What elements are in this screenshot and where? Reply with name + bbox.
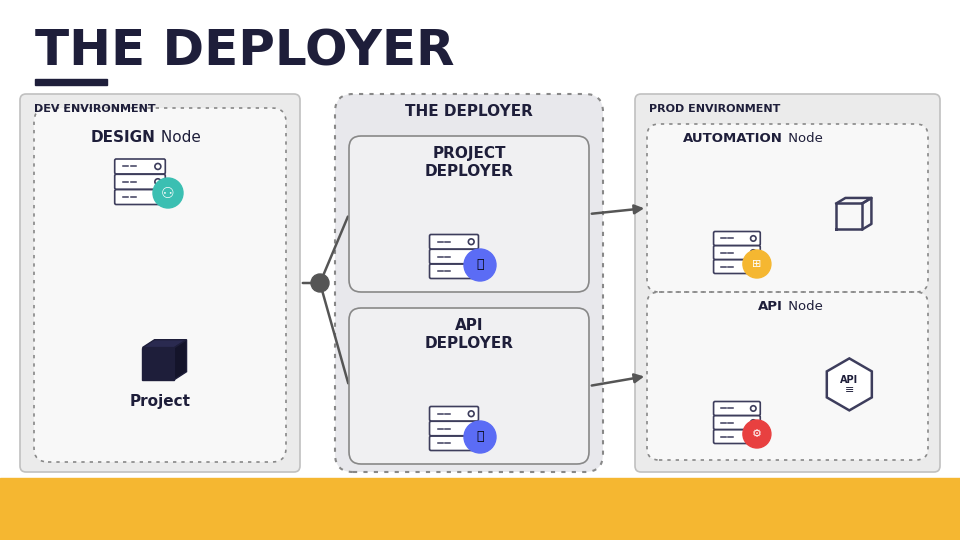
Text: 🚀: 🚀 xyxy=(476,430,484,443)
Circle shape xyxy=(468,254,474,259)
Circle shape xyxy=(468,268,474,274)
Polygon shape xyxy=(827,359,872,410)
Text: DEV ENVIRONMENT: DEV ENVIRONMENT xyxy=(34,104,156,114)
Text: DEPLOYER: DEPLOYER xyxy=(424,336,514,351)
Circle shape xyxy=(311,274,329,292)
Text: THE DEPLOYER: THE DEPLOYER xyxy=(35,28,454,76)
Text: AUTOMATION: AUTOMATION xyxy=(683,132,782,145)
FancyBboxPatch shape xyxy=(349,136,589,292)
Text: ⊞: ⊞ xyxy=(753,259,761,269)
FancyBboxPatch shape xyxy=(429,249,478,264)
Circle shape xyxy=(464,421,496,453)
Text: Node: Node xyxy=(156,130,201,145)
Text: API: API xyxy=(840,375,858,386)
Polygon shape xyxy=(142,340,186,348)
FancyBboxPatch shape xyxy=(20,94,300,472)
FancyBboxPatch shape xyxy=(349,308,589,464)
FancyBboxPatch shape xyxy=(647,124,928,292)
Polygon shape xyxy=(142,348,175,380)
FancyBboxPatch shape xyxy=(429,436,478,450)
FancyBboxPatch shape xyxy=(114,190,165,205)
Circle shape xyxy=(751,406,756,411)
Text: API: API xyxy=(455,318,483,333)
Text: Project: Project xyxy=(130,394,190,409)
Circle shape xyxy=(468,426,474,431)
FancyBboxPatch shape xyxy=(34,108,286,462)
Circle shape xyxy=(743,250,771,278)
Circle shape xyxy=(743,420,771,448)
Circle shape xyxy=(155,194,161,200)
Circle shape xyxy=(153,178,183,208)
Circle shape xyxy=(155,179,161,185)
FancyBboxPatch shape xyxy=(114,174,165,189)
Circle shape xyxy=(751,264,756,269)
FancyBboxPatch shape xyxy=(335,94,603,472)
FancyBboxPatch shape xyxy=(713,260,760,273)
Text: DEPLOYER: DEPLOYER xyxy=(424,164,514,179)
FancyBboxPatch shape xyxy=(713,416,760,429)
Text: API: API xyxy=(757,300,782,313)
FancyBboxPatch shape xyxy=(635,94,940,472)
FancyBboxPatch shape xyxy=(647,292,928,460)
Text: ⚙: ⚙ xyxy=(752,429,762,439)
Circle shape xyxy=(468,411,474,417)
Bar xyxy=(35,79,107,85)
Text: ⚇: ⚇ xyxy=(161,186,175,200)
Circle shape xyxy=(751,420,756,425)
FancyBboxPatch shape xyxy=(429,421,478,436)
Circle shape xyxy=(751,434,756,439)
FancyBboxPatch shape xyxy=(713,232,760,245)
Bar xyxy=(0,478,960,540)
Text: DESIGN: DESIGN xyxy=(90,130,155,145)
Text: Node: Node xyxy=(783,300,823,313)
Text: THE DEPLOYER: THE DEPLOYER xyxy=(405,104,533,119)
Text: 🚀: 🚀 xyxy=(476,259,484,272)
FancyBboxPatch shape xyxy=(114,159,165,174)
FancyBboxPatch shape xyxy=(429,264,478,279)
FancyBboxPatch shape xyxy=(429,234,478,249)
Circle shape xyxy=(468,441,474,446)
Polygon shape xyxy=(175,340,186,380)
FancyBboxPatch shape xyxy=(429,407,478,421)
FancyBboxPatch shape xyxy=(713,246,760,259)
Circle shape xyxy=(751,236,756,241)
Text: Node: Node xyxy=(783,132,823,145)
FancyBboxPatch shape xyxy=(713,402,760,415)
Circle shape xyxy=(468,239,474,245)
Text: ≡: ≡ xyxy=(845,386,854,395)
Circle shape xyxy=(155,164,161,170)
Text: PROJECT: PROJECT xyxy=(432,146,506,161)
Circle shape xyxy=(751,250,756,255)
Circle shape xyxy=(464,249,496,281)
Text: PROD ENVIRONMENT: PROD ENVIRONMENT xyxy=(649,104,780,114)
FancyBboxPatch shape xyxy=(713,430,760,443)
